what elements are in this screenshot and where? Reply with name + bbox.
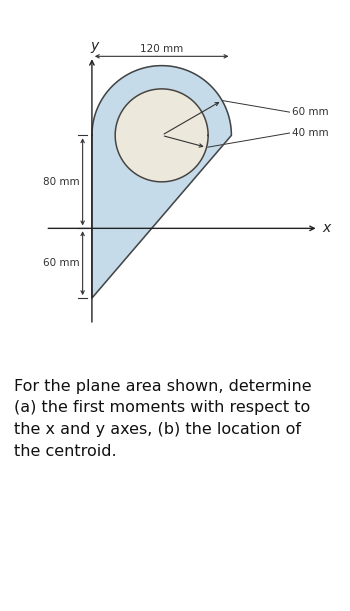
Polygon shape — [115, 89, 208, 182]
Text: 80 mm: 80 mm — [42, 177, 79, 187]
Text: 60 mm: 60 mm — [42, 258, 79, 268]
Text: y: y — [90, 39, 98, 53]
Text: 60 mm: 60 mm — [292, 107, 328, 117]
Text: 40 mm: 40 mm — [292, 128, 328, 138]
Text: For the plane area shown, determine
(a) the first moments with respect to
the x : For the plane area shown, determine (a) … — [14, 379, 312, 459]
Text: x: x — [322, 221, 330, 235]
Polygon shape — [92, 65, 231, 298]
Text: 120 mm: 120 mm — [140, 44, 183, 54]
